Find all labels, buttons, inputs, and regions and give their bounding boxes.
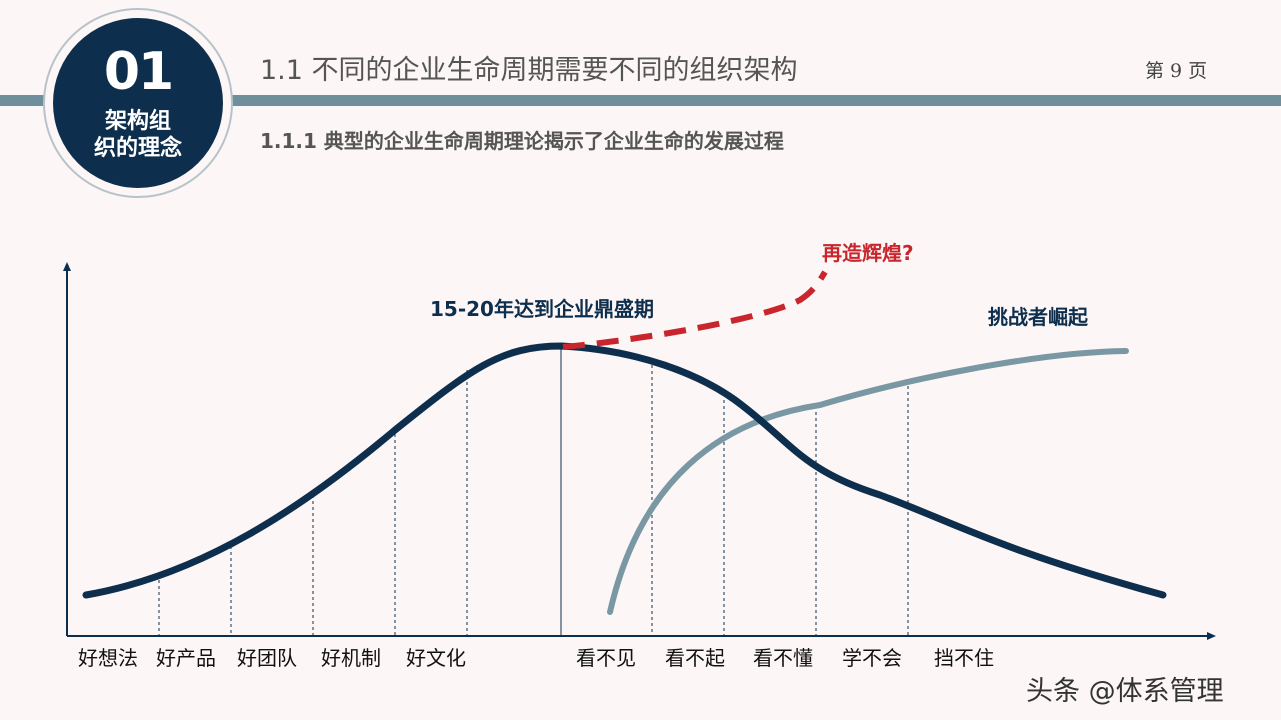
challenger-curve <box>607 348 1129 615</box>
section-name-line1: 架构组 <box>104 109 171 134</box>
challenger-label: 挑战者崛起 <box>988 305 1089 329</box>
stage-cant-learn: 学不会 <box>842 646 902 670</box>
peak-label: 15-20年达到企业鼎盛期 <box>430 297 654 321</box>
section-name-line2: 织的理念 <box>93 136 182 161</box>
stage-cant-stop: 挡不住 <box>934 646 994 670</box>
header-band <box>0 95 1281 106</box>
x-axis-arrow <box>1207 632 1216 640</box>
section-number: 01 <box>103 42 174 102</box>
stage-good-product: 好产品 <box>156 646 216 670</box>
stage-cant-understand: 看不懂 <box>753 646 813 670</box>
section-name: 架构组 织的理念 <box>53 108 223 162</box>
stage-cant-see: 看不见 <box>576 646 636 670</box>
stage-good-team: 好团队 <box>237 646 297 670</box>
y-axis-arrow <box>63 262 71 271</box>
stage-good-culture: 好文化 <box>406 646 466 670</box>
stage-look-down: 看不起 <box>665 646 725 670</box>
watermark: 头条 @体系管理 <box>1026 676 1224 707</box>
stage-good-mechanism: 好机制 <box>321 646 381 670</box>
rebirth-curve <box>562 270 828 350</box>
page-title: 1.1 不同的企业生命周期需要不同的组织架构 <box>260 55 798 86</box>
stage-good-idea: 好想法 <box>78 646 138 670</box>
section-badge: 01 架构组 织的理念 <box>53 18 223 188</box>
rebirth-label: 再造辉煌? <box>822 241 914 265</box>
page-subtitle: 1.1.1 典型的企业生命周期理论揭示了企业生命的发展过程 <box>260 129 784 153</box>
stage-dividers <box>158 346 909 636</box>
lifecycle-curve <box>82 342 1167 599</box>
page-number: 第 9 页 <box>1145 60 1208 82</box>
